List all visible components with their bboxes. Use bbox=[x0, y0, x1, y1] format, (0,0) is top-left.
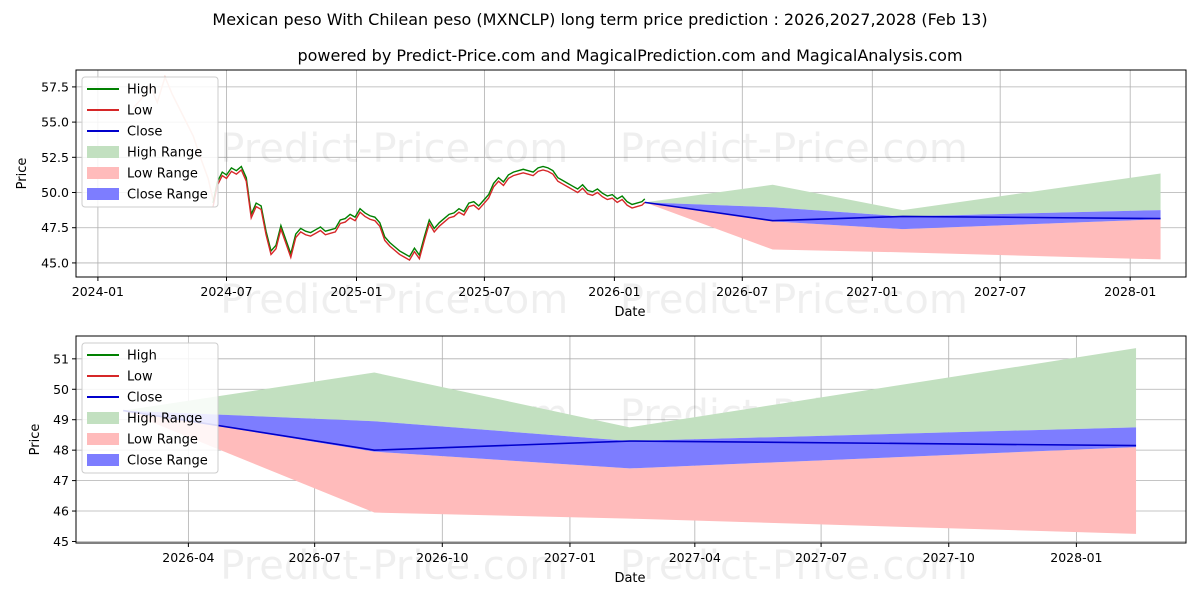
top-panel: Predict-Price.com Predict-Price.com Predic… bbox=[15, 69, 1187, 323]
bottom-legend-swatch-high-range bbox=[87, 412, 119, 424]
bottom-legend: High Low Close High Range Low Range Close Ran… bbox=[81, 342, 219, 474]
top-x-tick-label: 2026-01 bbox=[588, 284, 640, 299]
bottom-x-tick-label: 2027-07 bbox=[795, 550, 847, 565]
top-watermark: Predict-Price.com bbox=[220, 277, 568, 323]
top-x-tick-label: 2027-01 bbox=[846, 284, 898, 299]
top-x-tick-label: 2025-07 bbox=[458, 284, 510, 299]
bottom-close-range-band bbox=[123, 410, 1137, 469]
top-watermark: Predict-Price.com bbox=[620, 277, 968, 323]
bottom-watermark: Predict-Price.com bbox=[220, 543, 568, 589]
bottom-x-tick-label: 2028-01 bbox=[1050, 550, 1102, 565]
bottom-x-tick-label: 2026-10 bbox=[416, 550, 468, 565]
top-legend-label: Close Range bbox=[127, 188, 208, 203]
bottom-y-tick-label: 46 bbox=[53, 504, 69, 519]
top-legend-label: Low bbox=[127, 104, 153, 119]
top-y-tick-label: 50.0 bbox=[41, 185, 69, 200]
bottom-legend-swatch-low-range bbox=[87, 433, 119, 445]
top-legend-swatch-high-range bbox=[87, 146, 119, 158]
bottom-x-axis-label: Date bbox=[614, 571, 645, 586]
top-grid bbox=[76, 70, 1186, 277]
bottom-x-tick-label: 2027-01 bbox=[544, 550, 596, 565]
top-low-range-band bbox=[644, 202, 1161, 260]
top-y-tick-label: 52.5 bbox=[41, 150, 69, 165]
top-watermark: Predict-Price.com bbox=[220, 126, 568, 172]
bottom-y-tick-label: 48 bbox=[53, 443, 69, 458]
bottom-watermark: Predict-Price.com bbox=[620, 543, 968, 589]
top-y-axis-label: Price bbox=[15, 158, 30, 190]
top-x-tick-label: 2026-07 bbox=[716, 284, 768, 299]
bottom-y-tick-label: 50 bbox=[53, 382, 69, 397]
top-legend-label: High bbox=[127, 83, 157, 98]
top-close-forecast-line bbox=[644, 201, 1161, 222]
bottom-x-tick-label: 2027-04 bbox=[669, 550, 721, 565]
bottom-close-forecast-line bbox=[123, 409, 1137, 451]
bottom-axes-frame bbox=[75, 335, 1187, 544]
top-legend: High Low Close High Range Low Range Close Ran… bbox=[81, 76, 219, 208]
bottom-panel: Predict-Price.comPredict-Price.comPredic… bbox=[28, 335, 1187, 589]
top-axes-frame bbox=[75, 69, 1187, 278]
bottom-x-tick-label: 2026-04 bbox=[162, 550, 214, 565]
top-x-tick-label: 2027-07 bbox=[974, 284, 1026, 299]
bottom-high-range-band bbox=[123, 348, 1137, 442]
top-x-tick-label: 2024-01 bbox=[72, 284, 124, 299]
bottom-legend-swatch-close-range bbox=[87, 454, 119, 466]
bottom-y-tick-label: 47 bbox=[53, 473, 69, 488]
bottom-y-tick-label: 51 bbox=[53, 351, 69, 366]
chart-title: Mexican peso With Chilean peso (MXNCLP) … bbox=[212, 10, 987, 29]
chart-subtitle: powered by Predict-Price.com and Magical… bbox=[297, 46, 962, 65]
top-history-high-line bbox=[212, 165, 646, 258]
top-y-tick-label: 55.0 bbox=[41, 115, 69, 130]
bottom-y-tick-label: 49 bbox=[53, 412, 69, 427]
top-x-tick-label: 2024-07 bbox=[200, 284, 252, 299]
bottom-x-tick-label: 2026-07 bbox=[289, 550, 341, 565]
top-close-range-band bbox=[644, 202, 1161, 230]
bottom-legend-label: High Range bbox=[127, 412, 202, 427]
bottom-y-tick-label: 45 bbox=[53, 534, 69, 549]
top-x-tick-label: 2028-01 bbox=[1104, 284, 1156, 299]
bottom-legend-label: Low bbox=[127, 370, 153, 385]
bottom-y-axis-label: Price bbox=[28, 424, 43, 456]
bottom-legend-label: Close bbox=[127, 391, 162, 406]
top-legend-swatch-low-range bbox=[87, 167, 119, 179]
top-y-tick-label: 45.0 bbox=[41, 255, 69, 270]
bottom-legend-label: Close Range bbox=[127, 454, 208, 469]
top-x-axis-label: Date bbox=[614, 305, 645, 320]
top-legend-label: Close bbox=[127, 125, 162, 140]
top-y-tick-label: 47.5 bbox=[41, 220, 69, 235]
top-legend-label: High Range bbox=[127, 146, 202, 161]
bottom-low-range-band bbox=[123, 410, 1137, 534]
bottom-x-tick-label: 2027-10 bbox=[923, 550, 975, 565]
top-legend-label: Low Range bbox=[127, 167, 198, 182]
bottom-legend-label: Low Range bbox=[127, 433, 198, 448]
bottom-legend-label: High bbox=[127, 349, 157, 364]
top-y-tick-label: 57.5 bbox=[41, 79, 69, 94]
top-legend-swatch-close-range bbox=[87, 188, 119, 200]
top-x-tick-label: 2025-01 bbox=[330, 284, 382, 299]
top-history-low-line bbox=[212, 168, 646, 262]
top-high-range-band bbox=[644, 173, 1161, 217]
top-watermark: Predict-Price.com bbox=[620, 126, 968, 172]
